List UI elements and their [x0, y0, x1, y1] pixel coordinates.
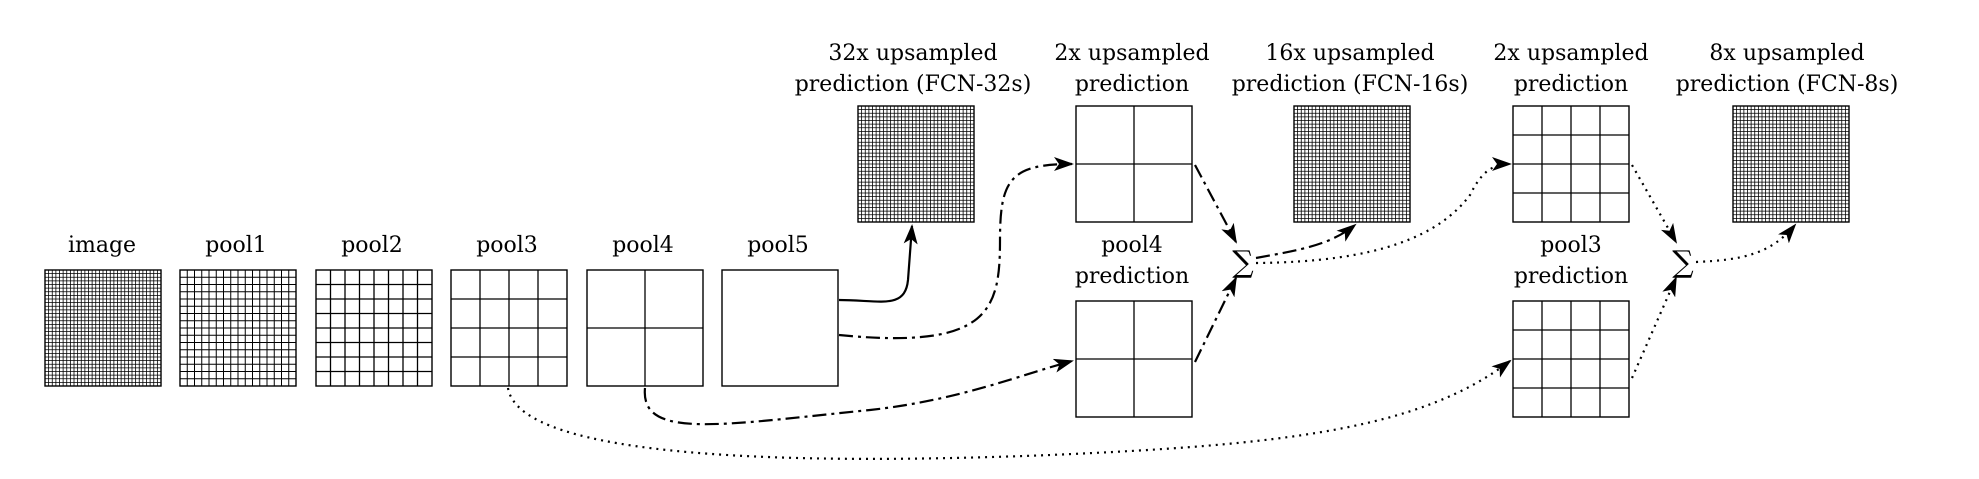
arrow-pool3-to-pool3-prediction [506, 359, 1512, 460]
arrow-pool4-to-pool4-prediction [643, 358, 1074, 426]
arrow-sum1-to-fcn16 [1255, 223, 1357, 260]
grid-2x-upsampled-prediction-a [1075, 105, 1193, 223]
arrow-pool5-to-up2a [838, 157, 1074, 340]
label-fcn8-line1: 8x upsampled [1709, 41, 1864, 66]
label-pool5: pool5 [747, 233, 809, 258]
grid-pool4 [586, 269, 704, 387]
grid-pool5 [721, 269, 839, 387]
grid-fcn8-prediction [1732, 105, 1850, 223]
grid-image [44, 269, 162, 387]
sum-symbol-1: ∑ [1232, 245, 1254, 280]
grid-pool3-prediction [1512, 300, 1630, 418]
arrow-pool3-prediction-to-sum2 [1630, 276, 1678, 379]
sum-symbol-2: ∑ [1672, 245, 1694, 280]
grid-border [721, 269, 839, 387]
label-up2a-line1: 2x upsampled [1054, 41, 1209, 66]
label-pool4-pred-line2: prediction [1075, 264, 1189, 289]
label-pool3-pred-line1: pool3 [1540, 233, 1602, 258]
grid-pool3 [450, 269, 568, 387]
label-fcn32-line2: prediction (FCN-32s) [795, 72, 1032, 97]
label-fcn16-line2: prediction (FCN-16s) [1232, 72, 1469, 97]
label-fcn16-line1: 16x upsampled [1265, 41, 1434, 66]
label-pool3: pool3 [476, 233, 538, 258]
label-pool3-pred-line2: prediction [1514, 264, 1628, 289]
grid-2x-upsampled-prediction-b [1512, 105, 1630, 223]
arrow-up2b-to-sum2 [1631, 164, 1677, 244]
arrow-pool5-to-fcn32 [838, 224, 918, 303]
label-up2b-line2: prediction [1514, 72, 1628, 97]
arrow-pool4-prediction-to-sum1 [1194, 276, 1237, 363]
grid-fcn32-prediction [857, 105, 975, 223]
grid-pool2 [315, 269, 433, 387]
label-pool1: pool1 [205, 233, 267, 258]
arrow-sum2-to-fcn8 [1695, 223, 1797, 264]
grid-pool4-prediction [1075, 300, 1193, 418]
label-image: image [68, 233, 136, 258]
label-pool4: pool4 [612, 233, 674, 258]
label-pool2: pool2 [341, 233, 403, 258]
label-pool4-pred-line1: pool4 [1101, 233, 1163, 258]
label-fcn8-line2: prediction (FCN-8s) [1676, 72, 1899, 97]
grid-pool1 [179, 269, 297, 387]
label-fcn32-line1: 32x upsampled [828, 41, 997, 66]
label-up2b-line1: 2x upsampled [1493, 41, 1648, 66]
arrow-up2a-to-sum1 [1194, 164, 1237, 244]
grid-fcn16-prediction [1293, 105, 1411, 223]
label-up2a-line2: prediction [1075, 72, 1189, 97]
